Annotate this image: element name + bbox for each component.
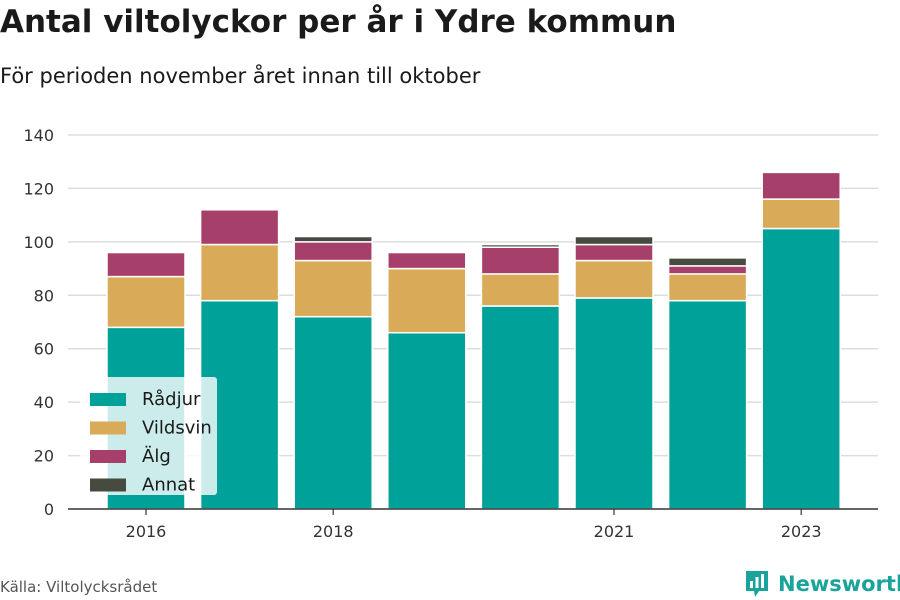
y-tick-label: 40 bbox=[34, 393, 54, 412]
bar-segment bbox=[667, 257, 748, 267]
y-tick-label: 0 bbox=[44, 500, 54, 519]
axes: 0 20 40 60 80 100 120 140 2016 2018 2021 2023 bbox=[23, 126, 878, 541]
bar-segment bbox=[761, 227, 841, 510]
bar-segment bbox=[293, 315, 373, 510]
legend-box bbox=[80, 377, 217, 495]
bar-segment bbox=[106, 275, 186, 329]
bar-segment bbox=[293, 259, 373, 318]
bar-segment bbox=[574, 259, 654, 299]
bar-segment bbox=[199, 209, 280, 246]
y-tick-label: 20 bbox=[34, 447, 54, 466]
x-tick-label: 2023 bbox=[781, 522, 822, 541]
bar-segment bbox=[387, 251, 467, 270]
y-tick-label: 100 bbox=[23, 233, 54, 252]
y-tick-label: 60 bbox=[34, 340, 54, 359]
x-tick-label: 2016 bbox=[126, 522, 167, 541]
brand-name: Newsworthy bbox=[778, 572, 900, 596]
bar-segment bbox=[667, 273, 748, 302]
bar-segment bbox=[667, 265, 748, 275]
bar-segment bbox=[199, 243, 280, 302]
bar-segment bbox=[293, 241, 373, 262]
bar-segment bbox=[480, 243, 561, 248]
bar-segment bbox=[761, 198, 841, 230]
brand-logo: Newsworthy bbox=[744, 569, 900, 599]
legend-label: Älg bbox=[142, 446, 171, 467]
legend-label: Rådjur bbox=[142, 389, 201, 410]
bar-segment bbox=[387, 331, 467, 510]
bar-segment bbox=[106, 251, 186, 278]
chart-subtitle: För perioden november året innan till ok… bbox=[0, 64, 481, 88]
y-tick-label: 80 bbox=[34, 286, 54, 305]
bar-segment bbox=[667, 299, 748, 510]
legend-swatch bbox=[90, 421, 126, 435]
y-tick-label: 140 bbox=[23, 126, 54, 145]
bar-segment bbox=[387, 267, 467, 334]
bar-segment bbox=[574, 243, 654, 262]
legend-swatch bbox=[90, 393, 126, 406]
legend-label: Vildsvin bbox=[142, 418, 212, 439]
x-tick-label: 2018 bbox=[313, 522, 354, 541]
legend: Rådjur Vildsvin Älg Annat bbox=[80, 377, 217, 496]
x-tick-label: 2021 bbox=[594, 522, 635, 541]
legend-swatch bbox=[90, 478, 126, 492]
bar-segment bbox=[574, 235, 654, 246]
chart-title: Antal viltolyckor per år i Ydre kommun bbox=[0, 4, 677, 40]
y-tick-label: 120 bbox=[23, 179, 54, 198]
bar-segment bbox=[761, 171, 841, 200]
bar-segment bbox=[480, 246, 561, 275]
legend-label: Annat bbox=[142, 475, 195, 496]
bar-segment bbox=[480, 305, 561, 510]
bar-segment bbox=[574, 297, 654, 510]
bar-segment bbox=[293, 235, 373, 243]
legend-swatch bbox=[90, 450, 126, 463]
source-note: Källa: Viltolycksrådet bbox=[0, 578, 158, 596]
bar-chart-logo-icon bbox=[746, 571, 768, 597]
bar-segment bbox=[480, 273, 561, 307]
